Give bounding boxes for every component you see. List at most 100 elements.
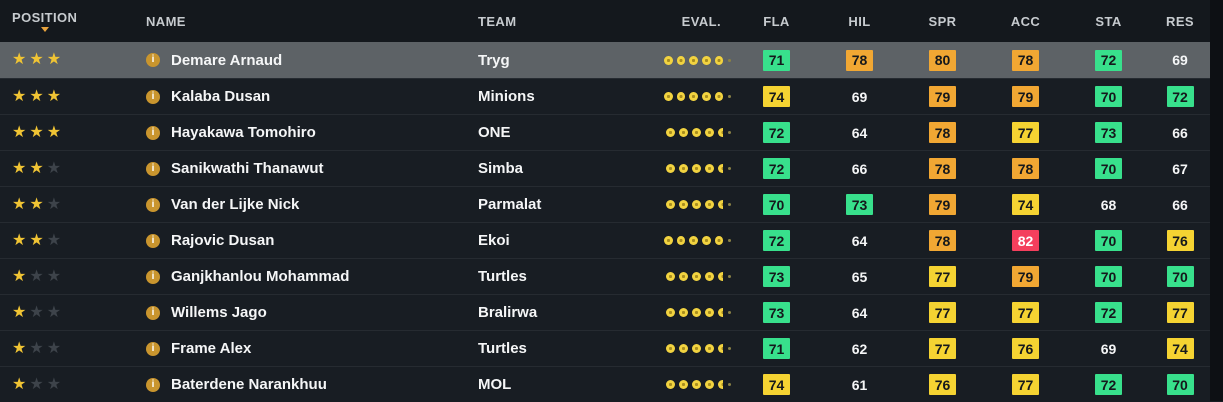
column-header-label: STA	[1095, 13, 1122, 29]
info-icon[interactable]: i	[146, 341, 160, 356]
column-header-label: FLA	[763, 13, 790, 29]
eval-dot-icon	[705, 200, 714, 209]
column-header-label: EVAL.	[681, 13, 721, 29]
column-header-position[interactable]: POSITION	[0, 10, 130, 32]
position-rating-stars: ★ ★ ★	[0, 52, 130, 68]
stat-cell-spr: 78	[901, 230, 984, 251]
table-row[interactable]: ★ ★ ★ i Van der Lijke Nick Parmalat 70 73 …	[0, 186, 1223, 222]
star-empty-icon: ★	[29, 375, 44, 393]
table-row[interactable]: ★ ★ ★ i Rajovic Dusan Ekoi 72 64 78 82 70 …	[0, 222, 1223, 258]
info-icon[interactable]: i	[146, 377, 160, 392]
star-filled-icon: ★	[29, 231, 44, 249]
column-header-fla[interactable]: FLA	[735, 14, 818, 29]
stat-value: 65	[851, 268, 868, 285]
info-icon[interactable]: i	[146, 161, 160, 176]
eval-dot-icon	[714, 55, 724, 65]
stat-value: 67	[1172, 160, 1188, 177]
stat-cell-res: 72	[1150, 86, 1210, 107]
stat-cell-res: 74	[1150, 338, 1210, 359]
stat-cell-sta: 70	[1067, 230, 1150, 251]
column-header-hil[interactable]: HIL	[818, 14, 901, 29]
stat-cell-sta: 72	[1067, 374, 1150, 395]
table-row[interactable]: ★ ★ ★ i Kalaba Dusan Minions 74 69 79 79 7…	[0, 78, 1223, 114]
column-header-team[interactable]: TEAM	[470, 14, 660, 29]
eval-tiny-dot-icon	[728, 131, 731, 134]
info-icon[interactable]: i	[146, 197, 160, 212]
stat-cell-fla: 71	[735, 338, 818, 359]
eval-tiny-dot-icon	[728, 58, 731, 62]
stat-cell-res: 66	[1150, 194, 1210, 215]
column-header-spr[interactable]: SPR	[901, 14, 984, 29]
stat-value: 64	[851, 232, 868, 249]
name-cell: i Ganjkhanlou Mohammad	[130, 268, 470, 285]
table-row[interactable]: ★ ★ ★ i Frame Alex Turtles 71 62 77 76 69 …	[0, 330, 1223, 366]
column-header-eval[interactable]: EVAL.	[660, 14, 735, 29]
position-rating-stars: ★ ★ ★	[0, 339, 130, 357]
table-row[interactable]: ★ ★ ★ i Ganjkhanlou Mohammad Turtles 73 65…	[0, 258, 1223, 294]
eval-dot-icon	[692, 164, 701, 173]
stat-cell-hil: 64	[818, 230, 901, 251]
stat-value: 77	[929, 266, 956, 287]
stat-value: 66	[1172, 196, 1188, 213]
eval-dot-icon	[666, 344, 675, 353]
star-filled-icon: ★	[12, 195, 27, 213]
stat-value: 70	[1095, 158, 1122, 179]
column-header-acc[interactable]: ACC	[984, 14, 1067, 29]
column-header-name[interactable]: NAME	[130, 14, 470, 29]
info-icon[interactable]: i	[146, 53, 160, 67]
eval-dot-icon	[679, 128, 688, 137]
stat-cell-fla: 72	[735, 158, 818, 179]
stat-value: 78	[929, 230, 956, 251]
info-icon[interactable]: i	[146, 125, 160, 140]
stat-cell-hil: 66	[818, 158, 901, 179]
eval-dot-icon	[692, 308, 701, 317]
stat-cell-res: 66	[1150, 122, 1210, 143]
star-filled-icon: ★	[12, 231, 27, 249]
table-row[interactable]: ★ ★ ★ i Demare Arnaud Tryg 71 78 80 78 72 …	[0, 42, 1223, 78]
info-icon[interactable]: i	[146, 305, 160, 320]
column-header-label: SPR	[928, 13, 957, 29]
table-row[interactable]: ★ ★ ★ i Baterdene Narankhuu MOL 74 61 76 7…	[0, 366, 1223, 402]
stat-cell-acc: 79	[984, 86, 1067, 107]
star-filled-icon: ★	[12, 375, 27, 393]
stat-value: 77	[929, 302, 956, 323]
stat-value: 64	[851, 304, 868, 321]
position-rating-stars: ★ ★ ★	[0, 231, 130, 249]
stat-cell-acc: 76	[984, 338, 1067, 359]
evaluation-dots	[660, 236, 735, 245]
stat-cell-sta: 72	[1067, 302, 1150, 323]
info-icon[interactable]: i	[146, 233, 160, 248]
stat-cell-spr: 78	[901, 122, 984, 143]
eval-dot-icon	[679, 200, 688, 209]
stat-cell-res: 70	[1150, 266, 1210, 287]
info-icon[interactable]: i	[146, 89, 160, 104]
stat-value: 68	[1100, 196, 1117, 213]
eval-tiny-dot-icon	[728, 347, 731, 350]
evaluation-dots	[660, 344, 735, 353]
stat-cell-spr: 80	[901, 49, 984, 71]
stat-cell-spr: 77	[901, 266, 984, 287]
table-row[interactable]: ★ ★ ★ i Hayakawa Tomohiro ONE 72 64 78 77 …	[0, 114, 1223, 150]
column-header-label: NAME	[146, 13, 186, 29]
info-icon[interactable]: i	[146, 269, 160, 284]
column-header-res[interactable]: RES	[1150, 14, 1210, 29]
name-cell: i Rajovic Dusan	[130, 232, 470, 249]
column-header-sta[interactable]: STA	[1067, 14, 1150, 29]
star-empty-icon: ★	[29, 339, 44, 357]
stat-value: 78	[929, 158, 956, 179]
star-filled-icon: ★	[29, 195, 44, 213]
stat-cell-fla: 72	[735, 230, 818, 251]
table-row[interactable]: ★ ★ ★ i Sanikwathi Thanawut Simba 72 66 78…	[0, 150, 1223, 186]
stat-cell-hil: 65	[818, 266, 901, 287]
column-header-label: POSITION	[12, 10, 78, 25]
table-row[interactable]: ★ ★ ★ i Willems Jago Bralirwa 73 64 77 77 …	[0, 294, 1223, 330]
stat-value: 80	[929, 49, 956, 71]
position-rating-stars: ★ ★ ★	[0, 124, 130, 141]
stat-value: 76	[1012, 338, 1039, 359]
sort-descending-icon	[40, 27, 49, 32]
stat-value: 76	[1166, 230, 1194, 251]
star-empty-icon: ★	[46, 375, 62, 393]
stat-value: 82	[1012, 230, 1039, 251]
eval-dot-icon	[679, 380, 688, 389]
